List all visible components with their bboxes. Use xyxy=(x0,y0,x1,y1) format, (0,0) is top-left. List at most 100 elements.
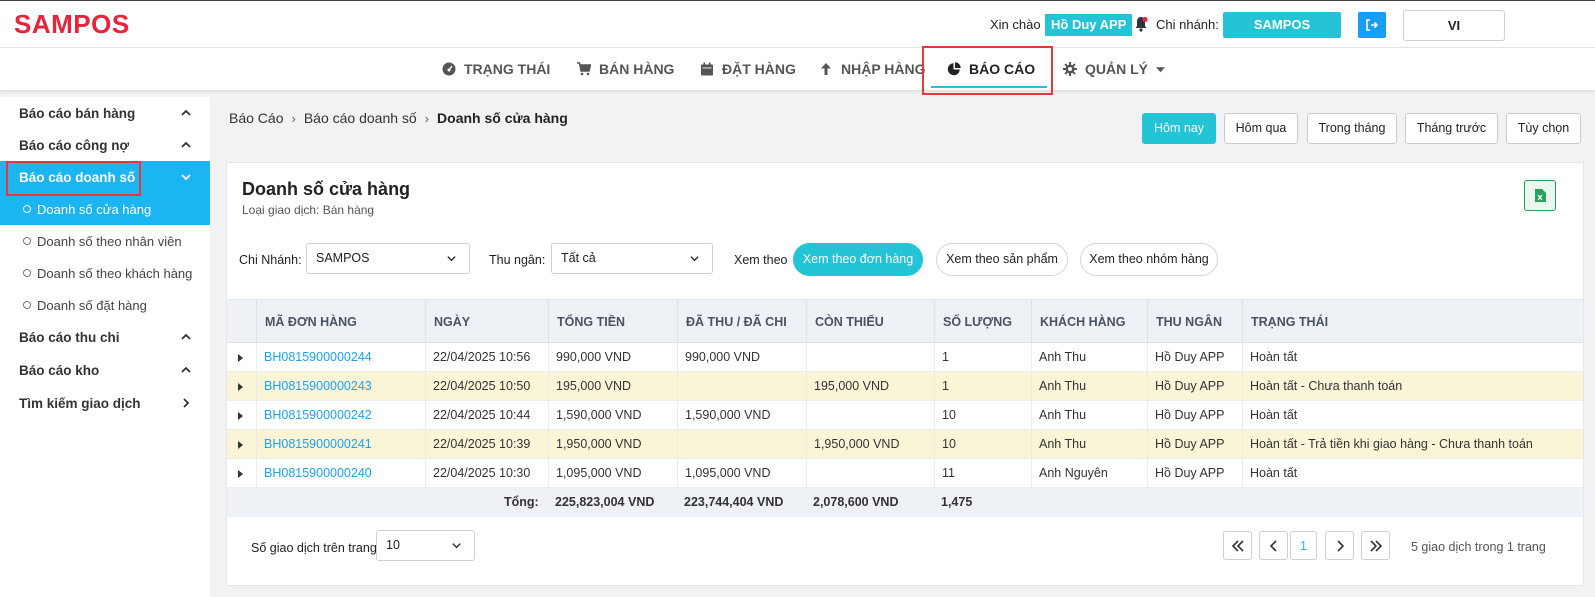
logout-button[interactable] xyxy=(1358,12,1386,38)
order-code-link[interactable]: BH0815900000241 xyxy=(256,430,425,459)
order-customer: Anh Thu xyxy=(1031,343,1147,372)
sidebar-group-label: Báo cáo doanh số xyxy=(19,169,136,185)
order-code-link[interactable]: BH0815900000244 xyxy=(256,343,425,372)
table-row[interactable]: BH0815900000242 22/04/2025 10:44 1,590,000… xyxy=(227,401,1583,430)
sidebar-group-label: Tìm kiếm giao dịch xyxy=(19,395,141,411)
table-row[interactable]: BH0815900000240 22/04/2025 10:30 1,095,000… xyxy=(227,459,1583,488)
panel-title: Doanh số cửa hàng xyxy=(242,179,411,199)
column-header[interactable]: CÒN THIẾU xyxy=(806,300,934,344)
sidebar-group-cong-no[interactable]: Báo cáo công nợ xyxy=(0,129,210,161)
column-header[interactable]: NGÀY xyxy=(425,300,548,344)
order-date: 22/04/2025 10:30 xyxy=(425,459,548,488)
first-page-button[interactable] xyxy=(1223,531,1252,560)
order-code-link[interactable]: BH0815900000243 xyxy=(256,372,425,401)
totals-label: Tổng: xyxy=(504,495,539,509)
per-page-label: Số giao dịch trên trang: xyxy=(251,541,381,555)
sidebar-item-doanh-so-cua-hang[interactable]: Doanh số cửa hàng xyxy=(0,193,210,225)
export-excel-button[interactable] xyxy=(1524,180,1556,211)
per-page-select[interactable]: 10 xyxy=(376,530,475,561)
expand-row-icon[interactable] xyxy=(238,441,243,449)
order-date: 22/04/2025 10:50 xyxy=(425,372,548,401)
branch-selector-button[interactable]: SAMPOS xyxy=(1223,12,1341,38)
nav-label: BÁN HÀNG xyxy=(599,61,675,77)
sampos-logo[interactable]: SAMPOS xyxy=(14,9,130,39)
order-customer: Anh Thu xyxy=(1031,401,1147,430)
order-remaining: 1,950,000 VND xyxy=(806,430,934,459)
sidebar-item-doanh-so-khach-hang[interactable]: Doanh số theo khách hàng xyxy=(0,257,210,289)
nav-dat-hang[interactable]: ĐẶT HÀNG xyxy=(700,48,796,90)
nav-ban-hang[interactable]: BÁN HÀNG xyxy=(577,48,674,90)
main-nav: TRẠNG THÁI BÁN HÀNG ĐẶT HÀNG NHẬP HÀNG B… xyxy=(0,48,1595,90)
prev-page-button[interactable] xyxy=(1259,531,1288,560)
sidebar-item-doanh-so-nhan-vien[interactable]: Doanh số theo nhân viên xyxy=(0,225,210,257)
page-number-button[interactable]: 1 xyxy=(1290,531,1317,560)
branch-filter-select[interactable]: SAMPOS xyxy=(306,243,470,274)
nav-bao-cao[interactable]: BÁO CÁO xyxy=(947,48,1035,90)
column-header[interactable]: ĐÃ THU / ĐÃ CHI xyxy=(677,300,806,344)
bell-icon[interactable] xyxy=(1134,16,1148,32)
cashier-filter-select[interactable]: Tất cả xyxy=(551,243,713,274)
breadcrumb-current: Doanh số cửa hàng xyxy=(437,110,568,126)
order-code-link[interactable]: BH0815900000242 xyxy=(256,401,425,430)
top-header: SAMPOS Xin chào Hồ Duy APP Chi nhánh: SA… xyxy=(0,0,1595,48)
breadcrumb-item[interactable]: Báo cáo doanh số xyxy=(303,110,417,126)
view-by-product-button[interactable]: Xem theo sản phẩm xyxy=(936,243,1068,276)
cashier-filter-label: Thu ngân: xyxy=(489,253,546,267)
expand-row-icon[interactable] xyxy=(238,383,243,391)
branch-filter-label: Chi Nhánh: xyxy=(239,253,302,267)
column-header[interactable]: MÃ ĐƠN HÀNG xyxy=(256,300,425,344)
report-panel: Doanh số cửa hàng Loại giao dịch: Bán hà… xyxy=(226,162,1584,586)
order-paid: 990,000 VND xyxy=(677,343,806,372)
panel-subtitle: Loại giao dịch: Bán hàng xyxy=(242,203,375,217)
sidebar-item-label: Doanh số đặt hàng xyxy=(37,297,147,313)
date-filter-this-month[interactable]: Trong tháng xyxy=(1307,113,1397,144)
chevron-down-icon xyxy=(447,256,456,262)
last-page-button[interactable] xyxy=(1361,531,1390,560)
view-by-group-button[interactable]: Xem theo nhóm hàng xyxy=(1080,243,1218,276)
date-filter-last-month[interactable]: Tháng trước xyxy=(1405,113,1498,144)
sidebar-group-tim-kiem[interactable]: Tìm kiếm giao dịch xyxy=(0,387,210,419)
column-header[interactable]: THU NGÂN xyxy=(1147,300,1242,344)
table-row[interactable]: BH0815900000244 22/04/2025 10:56 990,000 V… xyxy=(227,343,1583,372)
order-date: 22/04/2025 10:39 xyxy=(425,430,548,459)
sidebar-group-label: Báo cáo kho xyxy=(19,362,100,378)
breadcrumb-item[interactable]: Báo Cáo xyxy=(229,110,284,126)
sidebar-group-doanh-so[interactable]: Báo cáo doanh số xyxy=(0,161,210,193)
date-filter-custom[interactable]: Tùy chọn xyxy=(1506,113,1581,144)
order-paid xyxy=(677,372,806,401)
double-chevron-left-icon xyxy=(1231,539,1244,552)
user-badge[interactable]: Hồ Duy APP xyxy=(1045,14,1133,36)
order-cashier: Hồ Duy APP xyxy=(1147,459,1242,488)
table-row[interactable]: BH0815900000241 22/04/2025 10:39 1,950,000… xyxy=(227,430,1583,459)
chevron-down-icon xyxy=(690,256,699,262)
language-button[interactable]: VI xyxy=(1403,10,1505,41)
column-header[interactable]: TRẠNG THÁI xyxy=(1242,300,1583,344)
sidebar-group-ban-hang[interactable]: Báo cáo bán hàng xyxy=(0,97,210,129)
column-header[interactable]: KHÁCH HÀNG xyxy=(1031,300,1147,344)
date-filter-today[interactable]: Hôm nay xyxy=(1142,113,1216,144)
expand-row-icon[interactable] xyxy=(238,412,243,420)
view-by-order-button[interactable]: Xem theo đơn hàng xyxy=(793,243,923,276)
chevron-left-icon xyxy=(1269,539,1277,552)
next-page-button[interactable] xyxy=(1325,531,1354,560)
expand-row-icon[interactable] xyxy=(238,354,243,362)
expand-row-icon[interactable] xyxy=(238,470,243,478)
nav-trang-thai[interactable]: TRẠNG THÁI xyxy=(442,48,550,90)
sidebar-item-doanh-so-dat-hang[interactable]: Doanh số đặt hàng xyxy=(0,289,210,321)
nav-nhap-hang[interactable]: NHẬP HÀNG xyxy=(819,48,926,90)
sidebar-highlight-box xyxy=(6,161,141,196)
cart-icon xyxy=(577,62,591,76)
column-header[interactable]: TỔNG TIỀN xyxy=(548,300,677,344)
order-paid xyxy=(677,430,806,459)
nav-quan-ly[interactable]: QUẢN LÝ xyxy=(1063,48,1165,90)
sidebar-group-kho[interactable]: Báo cáo kho xyxy=(0,354,210,386)
date-filter-yesterday[interactable]: Hôm qua xyxy=(1224,113,1298,144)
pagination-summary: 5 giao dịch trong 1 trang xyxy=(1411,540,1546,554)
bullet-icon xyxy=(23,301,31,309)
table-row[interactable]: BH0815900000243 22/04/2025 10:50 195,000 V… xyxy=(227,372,1583,401)
order-date: 22/04/2025 10:56 xyxy=(425,343,548,372)
sidebar-group-thu-chi[interactable]: Báo cáo thu chi xyxy=(0,321,210,353)
order-code-link[interactable]: BH0815900000240 xyxy=(256,459,425,488)
column-header[interactable]: SỐ LƯỢNG xyxy=(934,300,1031,344)
order-remaining xyxy=(806,343,934,372)
